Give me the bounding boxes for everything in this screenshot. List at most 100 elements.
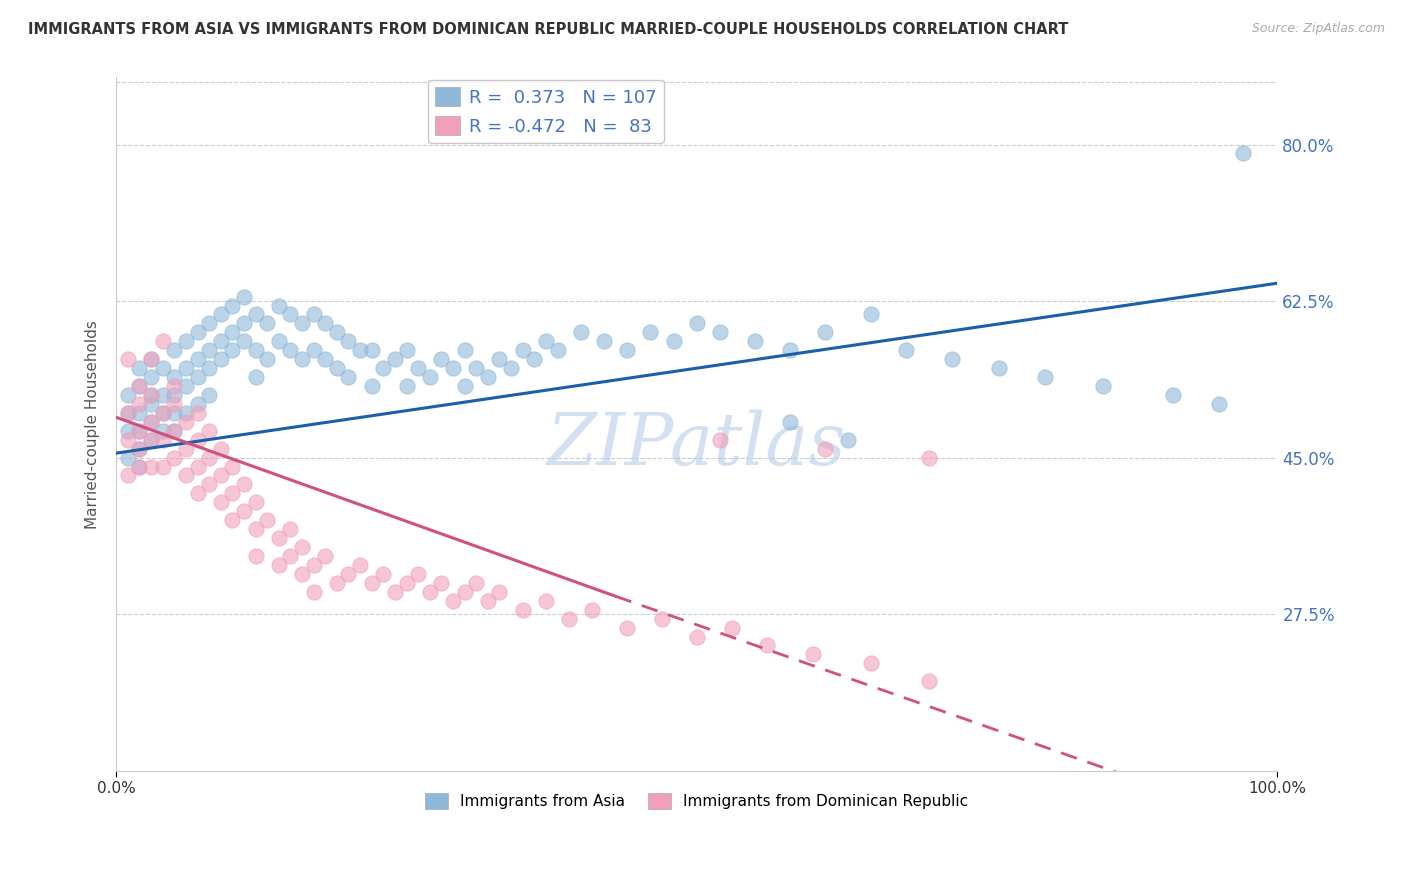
Text: IMMIGRANTS FROM ASIA VS IMMIGRANTS FROM DOMINICAN REPUBLIC MARRIED-COUPLE HOUSEH: IMMIGRANTS FROM ASIA VS IMMIGRANTS FROM … bbox=[28, 22, 1069, 37]
Point bbox=[395, 575, 418, 590]
Point bbox=[349, 558, 371, 572]
Point bbox=[395, 343, 418, 358]
Point bbox=[373, 361, 395, 376]
Point bbox=[209, 495, 232, 509]
Point bbox=[616, 621, 638, 635]
Point bbox=[209, 352, 232, 367]
Point bbox=[291, 352, 314, 367]
Point bbox=[453, 584, 475, 599]
Point bbox=[117, 388, 139, 402]
Point bbox=[441, 361, 464, 376]
Point bbox=[128, 459, 150, 474]
Point bbox=[163, 424, 186, 438]
Point bbox=[139, 433, 162, 447]
Point bbox=[314, 352, 336, 367]
Point bbox=[128, 442, 150, 456]
Point bbox=[534, 593, 557, 607]
Point bbox=[233, 334, 256, 349]
Point bbox=[198, 477, 221, 491]
Point bbox=[245, 549, 267, 563]
Point bbox=[941, 352, 963, 367]
Point bbox=[547, 343, 569, 358]
Point bbox=[337, 334, 360, 349]
Point bbox=[360, 575, 382, 590]
Point bbox=[139, 415, 162, 429]
Point bbox=[779, 415, 801, 429]
Point bbox=[384, 584, 406, 599]
Point bbox=[314, 317, 336, 331]
Point bbox=[163, 343, 186, 358]
Point bbox=[686, 630, 709, 644]
Point bbox=[152, 388, 174, 402]
Point bbox=[221, 513, 243, 527]
Point bbox=[198, 317, 221, 331]
Point bbox=[198, 388, 221, 402]
Point bbox=[267, 334, 290, 349]
Point bbox=[128, 379, 150, 393]
Point bbox=[187, 326, 209, 340]
Point bbox=[163, 406, 186, 420]
Point bbox=[291, 540, 314, 554]
Point bbox=[117, 406, 139, 420]
Point bbox=[233, 477, 256, 491]
Point bbox=[384, 352, 406, 367]
Point bbox=[267, 531, 290, 545]
Point bbox=[233, 290, 256, 304]
Point bbox=[465, 361, 488, 376]
Point bbox=[267, 299, 290, 313]
Point bbox=[198, 424, 221, 438]
Point bbox=[349, 343, 371, 358]
Point bbox=[280, 522, 302, 536]
Point bbox=[779, 343, 801, 358]
Point bbox=[139, 370, 162, 384]
Point bbox=[1092, 379, 1115, 393]
Point bbox=[221, 486, 243, 500]
Point bbox=[128, 424, 150, 438]
Point bbox=[174, 442, 197, 456]
Point bbox=[233, 504, 256, 518]
Point bbox=[139, 459, 162, 474]
Point bbox=[1033, 370, 1056, 384]
Point bbox=[314, 549, 336, 563]
Point bbox=[373, 566, 395, 581]
Point bbox=[174, 334, 197, 349]
Point bbox=[326, 326, 349, 340]
Point bbox=[651, 612, 673, 626]
Point bbox=[291, 317, 314, 331]
Point bbox=[395, 379, 418, 393]
Point bbox=[221, 326, 243, 340]
Point bbox=[837, 433, 859, 447]
Point bbox=[280, 308, 302, 322]
Point bbox=[198, 343, 221, 358]
Point bbox=[280, 549, 302, 563]
Point bbox=[534, 334, 557, 349]
Point bbox=[139, 352, 162, 367]
Point bbox=[139, 352, 162, 367]
Point bbox=[686, 317, 709, 331]
Point bbox=[302, 584, 325, 599]
Point bbox=[430, 575, 453, 590]
Point bbox=[267, 558, 290, 572]
Point bbox=[477, 370, 499, 384]
Point bbox=[453, 343, 475, 358]
Point bbox=[302, 308, 325, 322]
Point bbox=[128, 379, 150, 393]
Point bbox=[163, 379, 186, 393]
Text: ZIPatlas: ZIPatlas bbox=[547, 409, 846, 480]
Point bbox=[233, 317, 256, 331]
Point bbox=[128, 406, 150, 420]
Point bbox=[139, 415, 162, 429]
Point bbox=[720, 621, 742, 635]
Point bbox=[477, 593, 499, 607]
Point bbox=[221, 459, 243, 474]
Point bbox=[245, 495, 267, 509]
Point bbox=[419, 370, 441, 384]
Point bbox=[326, 361, 349, 376]
Point bbox=[302, 558, 325, 572]
Point bbox=[128, 361, 150, 376]
Point bbox=[163, 424, 186, 438]
Point bbox=[221, 343, 243, 358]
Point bbox=[859, 308, 882, 322]
Point bbox=[174, 361, 197, 376]
Point bbox=[139, 397, 162, 411]
